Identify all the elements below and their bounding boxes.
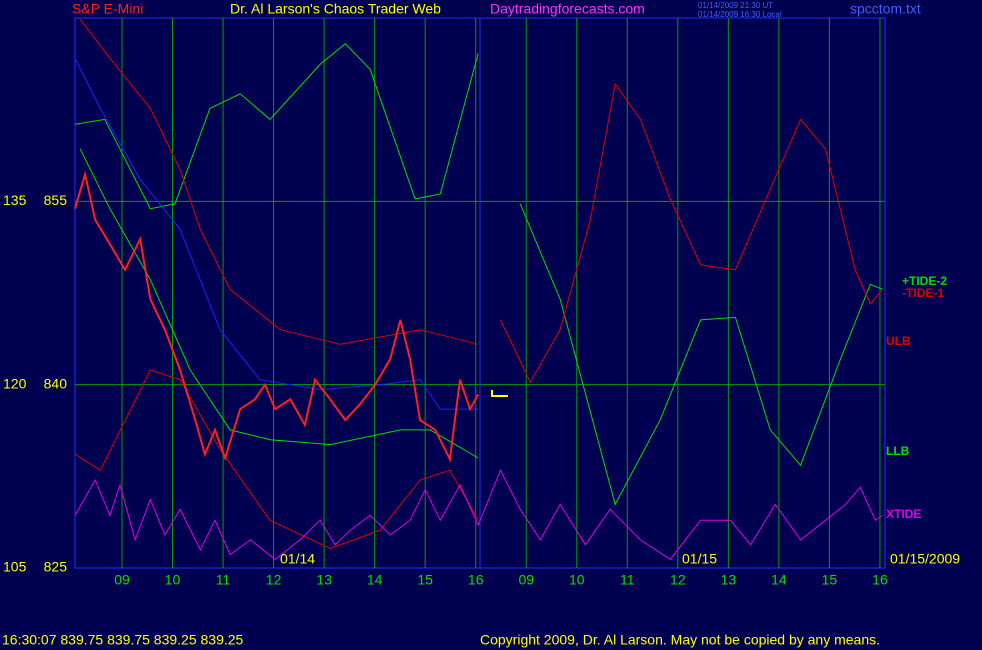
status: 16:30:07 839.75 839.75 839.25 839.25 [2,632,244,648]
legend-label: +TIDE-2 [902,274,947,288]
series-line [74,43,883,506]
x-tick-label: 09 [518,572,534,588]
date-label: 01/15 [682,551,717,567]
site: Daytradingforecasts.com [490,1,645,17]
date-label: 01/14 [280,551,315,567]
file-name: spcctom.txt [850,1,921,17]
y2-tick-label: 105 [3,559,27,575]
x-tick-label: 11 [216,572,231,588]
x-tick-label: 10 [569,572,585,588]
x-tick-label: 09 [114,572,130,588]
x-tick-label: 13 [721,572,737,588]
x-tick-label: 14 [367,572,383,588]
x-tick-label: 11 [620,572,635,588]
y2-tick-label: 135 [3,192,27,208]
y-tick-label: 825 [44,559,68,575]
series-line [74,369,479,549]
x-tick-label: 16 [468,572,484,588]
series-line [74,170,480,463]
x-tick-label: 15 [417,572,433,588]
current-marker [491,390,508,397]
x-tick-label: 13 [316,572,332,588]
timestamp: 01/14/2009 16:30 Local [698,10,782,19]
x-tick-label: 12 [266,572,282,588]
legend-label: LLB [886,444,910,458]
y-tick-label: 855 [44,192,68,208]
series-line [74,58,479,410]
legend-label: ULB [886,334,911,348]
x-tick-label: 16 [872,572,888,588]
symbol: S&P E-Mini [72,1,143,17]
copyright: Copyright 2009, Dr. Al Larson. May not b… [480,632,880,648]
timestamp: 01/14/2009 21:30 UT [698,1,773,10]
series-line [79,18,883,384]
legend-label: -TIDE-1 [902,286,944,300]
series-line [79,148,479,459]
legend-label: XTIDE [886,507,921,521]
x-tick-label: 12 [670,572,686,588]
chart-title: Dr. Al Larson's Chaos Trader Web [230,1,441,17]
y2-tick-label: 120 [3,375,27,391]
x-tick-label: 14 [771,572,787,588]
date-label: 01/15/2009 [890,551,960,567]
series-line [74,468,883,561]
x-tick-label: 10 [165,572,181,588]
x-tick-label: 15 [822,572,838,588]
y-tick-label: 840 [44,375,68,391]
